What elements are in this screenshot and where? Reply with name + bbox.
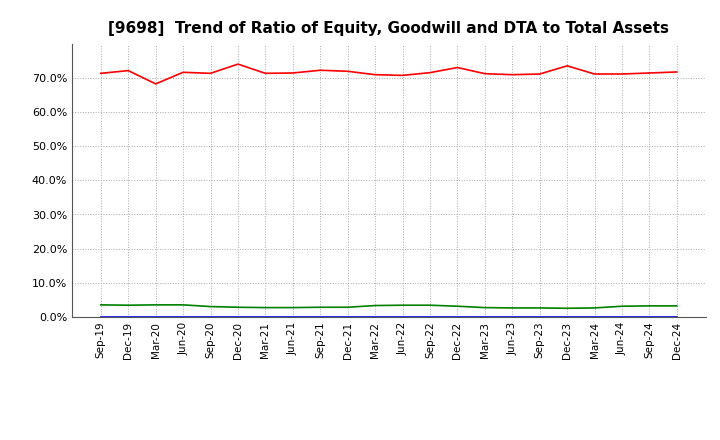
Goodwill: [398, 314, 407, 319]
Goodwill: [618, 314, 626, 319]
Deferred Tax Assets: [508, 305, 516, 311]
Deferred Tax Assets: [151, 302, 160, 308]
Equity: [563, 63, 572, 69]
Goodwill: [480, 314, 489, 319]
Equity: [96, 71, 105, 76]
Goodwill: [261, 314, 270, 319]
Deferred Tax Assets: [563, 306, 572, 311]
Deferred Tax Assets: [426, 303, 434, 308]
Legend: Equity, Goodwill, Deferred Tax Assets: Equity, Goodwill, Deferred Tax Assets: [204, 438, 574, 440]
Equity: [151, 81, 160, 87]
Deferred Tax Assets: [343, 304, 352, 310]
Equity: [206, 71, 215, 76]
Line: Equity: Equity: [101, 64, 677, 84]
Deferred Tax Assets: [672, 303, 681, 308]
Equity: [179, 70, 187, 75]
Equity: [618, 71, 626, 77]
Equity: [261, 71, 270, 76]
Deferred Tax Assets: [261, 305, 270, 310]
Equity: [645, 70, 654, 76]
Goodwill: [590, 314, 599, 319]
Goodwill: [371, 314, 379, 319]
Goodwill: [563, 314, 572, 319]
Goodwill: [289, 314, 297, 319]
Title: [9698]  Trend of Ratio of Equity, Goodwill and DTA to Total Assets: [9698] Trend of Ratio of Equity, Goodwil…: [108, 21, 670, 36]
Deferred Tax Assets: [590, 305, 599, 311]
Goodwill: [672, 314, 681, 319]
Equity: [672, 70, 681, 75]
Deferred Tax Assets: [536, 305, 544, 311]
Deferred Tax Assets: [316, 304, 325, 310]
Deferred Tax Assets: [398, 303, 407, 308]
Deferred Tax Assets: [96, 302, 105, 308]
Goodwill: [645, 314, 654, 319]
Equity: [289, 70, 297, 76]
Deferred Tax Assets: [618, 304, 626, 309]
Deferred Tax Assets: [645, 303, 654, 308]
Equity: [398, 73, 407, 78]
Deferred Tax Assets: [480, 305, 489, 310]
Goodwill: [536, 314, 544, 319]
Goodwill: [206, 314, 215, 319]
Equity: [316, 68, 325, 73]
Deferred Tax Assets: [453, 304, 462, 309]
Equity: [590, 71, 599, 77]
Goodwill: [343, 314, 352, 319]
Goodwill: [316, 314, 325, 319]
Equity: [536, 71, 544, 77]
Goodwill: [426, 314, 434, 319]
Goodwill: [233, 314, 242, 319]
Line: Deferred Tax Assets: Deferred Tax Assets: [101, 305, 677, 308]
Deferred Tax Assets: [371, 303, 379, 308]
Equity: [480, 71, 489, 76]
Goodwill: [124, 314, 132, 319]
Deferred Tax Assets: [179, 302, 187, 308]
Goodwill: [179, 314, 187, 319]
Equity: [508, 72, 516, 77]
Deferred Tax Assets: [124, 303, 132, 308]
Goodwill: [151, 314, 160, 319]
Deferred Tax Assets: [233, 304, 242, 310]
Equity: [371, 72, 379, 77]
Goodwill: [453, 314, 462, 319]
Equity: [426, 70, 434, 75]
Goodwill: [96, 314, 105, 319]
Equity: [343, 69, 352, 74]
Goodwill: [508, 314, 516, 319]
Deferred Tax Assets: [206, 304, 215, 309]
Equity: [453, 65, 462, 70]
Equity: [124, 68, 132, 73]
Equity: [233, 62, 242, 67]
Deferred Tax Assets: [289, 305, 297, 310]
